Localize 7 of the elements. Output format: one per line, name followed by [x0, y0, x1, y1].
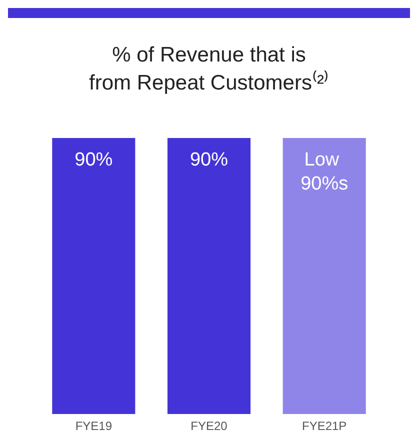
data-label: 90%: [190, 150, 228, 170]
x-tick-label: FYE21P: [302, 419, 347, 433]
data-label: 90%: [74, 150, 113, 170]
data-label: Low 90%s: [300, 150, 348, 194]
chart-title: % of Revenue that is from Repeat Customers⁽²⁾: [89, 44, 329, 94]
x-tick-label: FYE19: [75, 419, 112, 433]
x-tick-label: FYE20: [190, 419, 228, 433]
